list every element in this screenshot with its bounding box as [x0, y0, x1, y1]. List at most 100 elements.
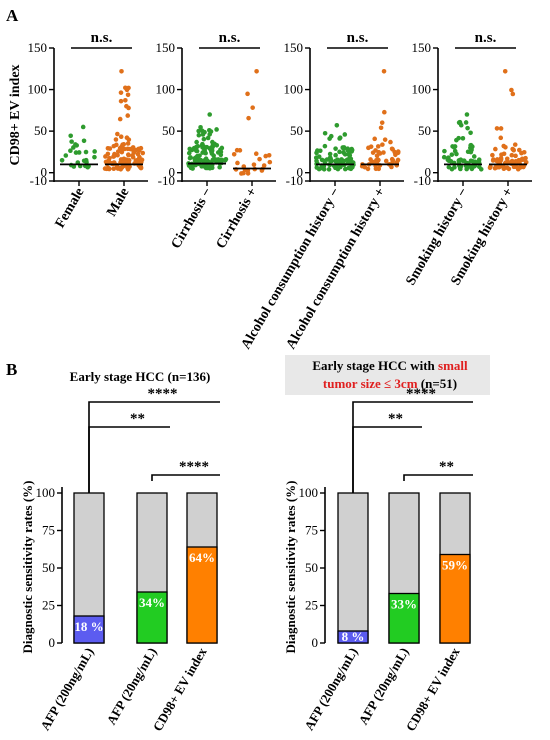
- data-point: [117, 116, 123, 122]
- data-point: [261, 163, 267, 168]
- data-point: [463, 120, 469, 125]
- data-point: [464, 166, 469, 172]
- y-tick-label: -10: [30, 173, 47, 188]
- data-point: [68, 148, 73, 154]
- bar-value-label: 8 %: [342, 629, 365, 644]
- data-point: [105, 145, 111, 151]
- data-point: [501, 164, 506, 170]
- data-point: [347, 153, 353, 158]
- data-point: [138, 165, 144, 171]
- y-axis-label: Diagnostic sensitivity rates (%): [283, 481, 298, 654]
- data-point: [490, 158, 496, 163]
- data-point: [118, 98, 124, 104]
- data-point: [251, 162, 257, 167]
- y-axis-label: Diagnostic sensitivity rates (%): [20, 481, 35, 654]
- data-point: [59, 157, 65, 163]
- data-point: [395, 149, 401, 154]
- data-point: [457, 165, 463, 171]
- y-tick-label: 50: [418, 123, 431, 138]
- y-tick-label: 150: [28, 40, 48, 55]
- data-point: [253, 151, 259, 157]
- series-2-points: [102, 68, 146, 172]
- x-tick-label: Cirrhosis −: [169, 185, 216, 251]
- data-point: [74, 143, 80, 148]
- y-tick-label: 0: [312, 635, 319, 650]
- data-point: [63, 153, 69, 158]
- data-point: [137, 146, 142, 152]
- data-point: [320, 165, 325, 171]
- data-point: [506, 166, 512, 172]
- data-point: [207, 112, 213, 117]
- data-point: [135, 157, 141, 163]
- data-point: [389, 156, 395, 162]
- data-point: [523, 160, 529, 165]
- significance-label: n.s.: [219, 30, 241, 46]
- data-point: [446, 155, 451, 160]
- significance-label: n.s.: [347, 30, 369, 46]
- data-point: [111, 166, 117, 172]
- significance-bracket: [352, 426, 422, 493]
- panel-label-a: A: [6, 6, 19, 25]
- data-point: [245, 91, 250, 97]
- data-point: [214, 142, 220, 148]
- data-point: [375, 157, 380, 162]
- data-point: [471, 154, 477, 159]
- data-point: [458, 157, 464, 163]
- data-point: [201, 136, 207, 142]
- data-point: [199, 143, 205, 149]
- y-tick-label: 150: [412, 40, 432, 55]
- data-point: [187, 146, 193, 152]
- data-point: [231, 152, 237, 157]
- significance-bracket: [151, 474, 220, 481]
- data-point: [395, 157, 401, 163]
- data-point: [519, 150, 524, 156]
- data-point: [113, 137, 119, 142]
- title-part: (n=51): [418, 376, 458, 391]
- data-point: [460, 136, 466, 141]
- data-point: [375, 144, 381, 149]
- x-tick-label: AFP (20ng/mL): [355, 645, 411, 727]
- data-point: [322, 130, 328, 136]
- data-point: [124, 103, 129, 109]
- y-tick-label: 100: [28, 82, 48, 97]
- chart-title: Early stage HCC (n=136): [70, 369, 211, 384]
- data-point: [488, 164, 493, 169]
- y-tick-label: -10: [158, 173, 175, 188]
- bar-value-label: 34%: [139, 595, 165, 610]
- significance-label: **: [388, 411, 403, 427]
- data-point: [322, 143, 328, 149]
- x-tick-label: Cirrhosis +: [214, 185, 261, 251]
- significance-label: n.s.: [91, 30, 113, 46]
- data-point: [267, 159, 273, 165]
- data-point: [478, 166, 484, 172]
- data-point: [191, 145, 197, 151]
- y-tick-label: 25: [42, 598, 55, 613]
- scatter-subplot-1: -100 50 100 150 n.s. Female Male: [28, 30, 148, 231]
- data-point: [362, 164, 368, 170]
- data-point: [520, 157, 526, 163]
- data-point: [187, 155, 193, 161]
- y-tick-label: 100: [299, 485, 319, 500]
- data-point: [120, 142, 125, 147]
- data-point: [199, 164, 205, 169]
- data-point: [314, 150, 319, 156]
- bar-3: [186, 546, 218, 644]
- data-point: [464, 112, 470, 117]
- data-point: [341, 150, 346, 155]
- panel-b-bars: Early stage HCC (n=136)0255075100Diagnos…: [20, 355, 490, 734]
- data-point: [257, 156, 262, 162]
- y-tick-label: 25: [305, 598, 318, 613]
- y-tick-label: 100: [156, 82, 176, 97]
- bar-chart-1: Early stage HCC (n=136) 0 25 50 75 100Diagnos…: [20, 369, 220, 734]
- data-point: [111, 153, 117, 159]
- data-point: [374, 153, 380, 159]
- data-point: [493, 146, 498, 152]
- data-point: [118, 90, 124, 95]
- data-point: [345, 147, 350, 153]
- data-point: [119, 149, 125, 155]
- data-point: [196, 132, 202, 138]
- data-point: [454, 151, 459, 157]
- data-point: [382, 137, 388, 142]
